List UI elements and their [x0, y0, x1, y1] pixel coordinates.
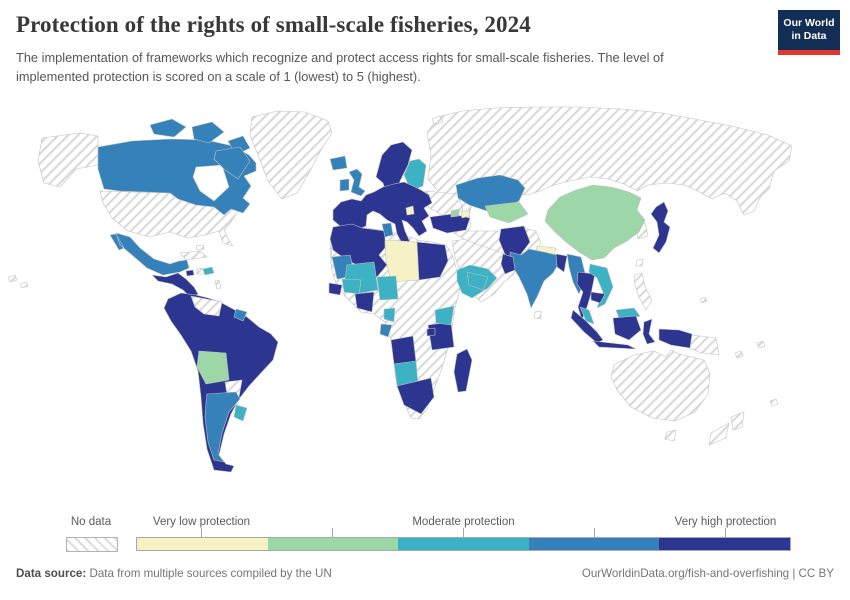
country-malaysia[interactable] [579, 306, 595, 325]
legend-tick-2 [332, 528, 333, 537]
country-sri-lanka[interactable] [533, 310, 542, 320]
country-philippines[interactable] [633, 272, 653, 311]
country-pacific-islands-2[interactable] [756, 340, 766, 349]
country-west-new-guinea-indonesia[interactable] [658, 328, 693, 349]
legend-tick-3 [463, 528, 464, 537]
country-ireland[interactable] [339, 178, 350, 192]
country-tanzania[interactable] [427, 321, 455, 351]
country-india[interactable] [509, 248, 560, 309]
country-bahamas[interactable] [195, 244, 205, 251]
country-canada-baffin[interactable] [213, 146, 251, 180]
country-egypt[interactable] [416, 241, 449, 281]
country-vietnam[interactable] [588, 263, 614, 309]
country-tunisia[interactable] [381, 222, 394, 238]
legend-tick-1 [201, 528, 202, 537]
country-alaska[interactable] [37, 132, 99, 188]
footer: Data source: Data from multiple sources … [16, 567, 834, 580]
country-java-indonesia[interactable] [592, 340, 637, 350]
owid-logo: Our World in Data [778, 10, 840, 55]
footer-link[interactable]: OurWorldinData.org/fish-and-overfishing … [581, 567, 834, 580]
country-greenland[interactable] [249, 110, 333, 200]
data-source-label: Data source: [16, 567, 87, 580]
country-azerbaijan[interactable] [460, 209, 471, 219]
legend-tick-4 [594, 528, 595, 537]
legend-segment-5[interactable] [659, 538, 790, 550]
owid-logo-line1: Our World [783, 16, 835, 29]
country-kenya[interactable] [434, 305, 455, 326]
country-dominican-republic[interactable] [202, 266, 215, 276]
country-pacific-islands-4[interactable] [699, 296, 708, 304]
country-japan[interactable] [650, 201, 671, 254]
country-pacific-islands-3[interactable] [769, 398, 779, 407]
country-taiwan[interactable] [635, 258, 644, 267]
legend-color-bar[interactable] [136, 537, 791, 551]
country-argentina[interactable] [204, 391, 241, 463]
owid-logo-line2: in Data [791, 30, 827, 42]
legend-segment-4[interactable] [528, 538, 660, 550]
world-map [0, 103, 850, 503]
legend-segment-1[interactable] [137, 538, 268, 550]
country-papua-new-guinea[interactable] [689, 334, 720, 356]
country-guinea[interactable] [341, 278, 362, 295]
country-iceland[interactable] [329, 155, 348, 171]
country-kazakhstan[interactable] [455, 174, 526, 212]
country-new-zealand-north[interactable] [730, 411, 745, 431]
country-georgia[interactable] [450, 208, 460, 218]
country-senegal[interactable] [328, 282, 343, 296]
country-gabon[interactable] [379, 323, 393, 338]
legend-tick-5 [725, 528, 726, 537]
country-new-zealand-south[interactable] [708, 422, 730, 446]
country-south-africa[interactable] [396, 377, 435, 415]
country-pacific-islands-1[interactable] [734, 350, 744, 359]
country-uruguay[interactable] [233, 404, 248, 422]
country-albania[interactable] [405, 205, 415, 216]
region-ivory-coast-ghana[interactable] [354, 291, 375, 313]
legend-label-very-high: Very high protection [674, 516, 777, 528]
country-oman[interactable] [500, 253, 516, 275]
legend-segment-2[interactable] [267, 538, 399, 550]
country-tasmania[interactable] [664, 429, 677, 442]
region-central-america[interactable] [151, 272, 199, 299]
country-hawaii-1[interactable] [7, 274, 18, 283]
country-haiti[interactable] [196, 267, 205, 275]
country-china[interactable] [544, 184, 646, 261]
country-borneo-indonesia[interactable] [612, 315, 642, 341]
country-cuba[interactable] [179, 250, 208, 261]
legend-segment-3[interactable] [398, 538, 529, 550]
country-suriname[interactable] [233, 308, 248, 322]
country-nigeria[interactable] [376, 275, 399, 301]
data-source-note: Data source: Data from multiple sources … [16, 567, 332, 580]
page-title: Protection of the rights of small-scale … [16, 12, 531, 37]
country-lesser-antilles[interactable] [214, 279, 222, 290]
country-canada-arctic-1[interactable] [149, 118, 187, 138]
country-canada-arctic-2[interactable] [191, 121, 225, 144]
legend-ticks [136, 528, 791, 537]
country-uganda[interactable] [426, 327, 436, 337]
chart-subtitle: The implementation of frameworks which r… [16, 50, 664, 85]
legend-label-moderate: Moderate protection [412, 516, 515, 528]
country-sulawesi-indonesia[interactable] [642, 318, 656, 345]
data-source-text: Data from multiple sources compiled by t… [86, 567, 332, 580]
country-bangladesh[interactable] [555, 253, 568, 273]
country-venezuela-hatch[interactable] [190, 295, 223, 317]
country-yemen[interactable] [466, 271, 489, 291]
country-uk[interactable] [348, 168, 366, 197]
country-cameroon[interactable] [383, 307, 396, 323]
country-svalbard[interactable] [431, 115, 444, 126]
country-jamaica[interactable] [185, 269, 195, 277]
country-mexico[interactable] [109, 232, 190, 276]
legend-no-data-swatch[interactable] [66, 537, 118, 552]
region-south-america[interactable] [163, 292, 279, 473]
country-libya[interactable] [384, 239, 420, 283]
country-cambodia[interactable] [590, 291, 606, 304]
country-madagascar[interactable] [453, 348, 473, 393]
legend-no-data-label: No data [70, 516, 112, 528]
country-uzbekistan[interactable] [484, 201, 529, 224]
country-angola[interactable] [390, 335, 417, 365]
country-bolivia[interactable] [196, 350, 230, 385]
country-hawaii-2[interactable] [19, 281, 29, 289]
legend-label-very-low: Very low protection [152, 516, 251, 528]
country-australia[interactable] [610, 349, 711, 422]
